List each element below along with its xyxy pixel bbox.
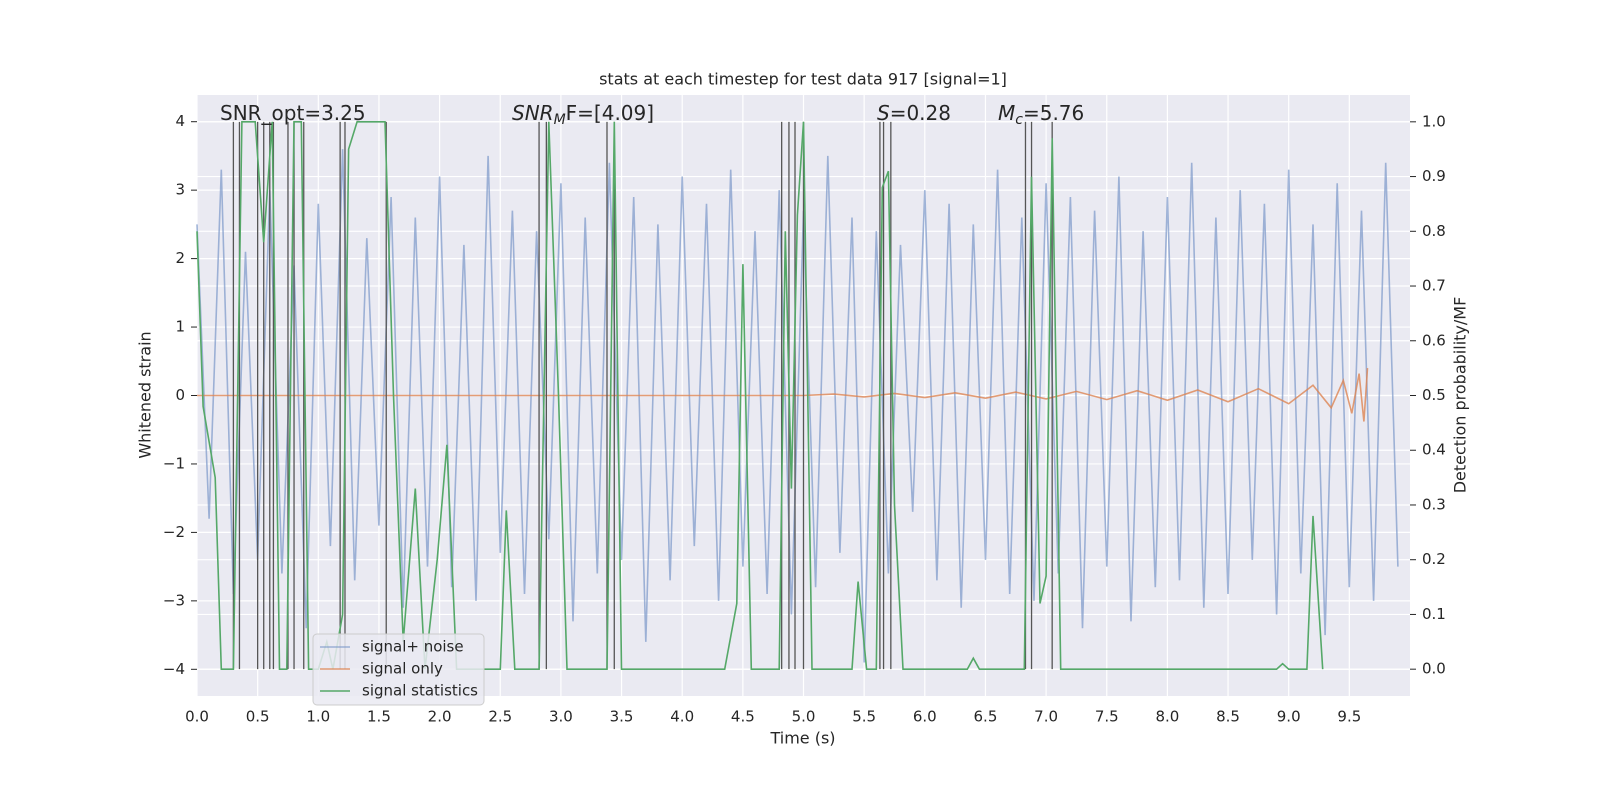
annotation: Mc=5.76 xyxy=(998,101,1084,129)
x-tick-label: 1.5 xyxy=(367,708,391,726)
series-line xyxy=(197,368,1369,422)
y2-tick-label: 0.3 xyxy=(1422,495,1446,513)
y-tick-label: 1 xyxy=(175,318,185,336)
annotation: SNRMF=[4.09] xyxy=(512,101,654,129)
legend-box xyxy=(312,633,485,706)
x-tick-label: 7.5 xyxy=(1095,708,1119,726)
x-tick-label: 5.5 xyxy=(852,708,876,726)
y-tick-label: 0 xyxy=(175,386,185,404)
annotation: SNR_opt=3.25 xyxy=(220,101,366,125)
x-tick-label: 4.5 xyxy=(731,708,755,726)
y-axis-label: Whitened strain xyxy=(136,331,155,458)
legend: signal+ noise signal only signal statistic… xyxy=(312,633,485,706)
y2-tick-label: 0.2 xyxy=(1422,550,1446,568)
y2-tick-label: 1.0 xyxy=(1422,112,1446,130)
series-line xyxy=(196,149,1399,663)
legend-label: signal+ noise xyxy=(362,638,464,656)
x-tick-label: 8.0 xyxy=(1155,708,1179,726)
x-tick-label: 5.0 xyxy=(792,708,816,726)
annotation-subscript: c xyxy=(1015,112,1023,128)
labels: 0.0 0.5 1.0 1.5 2.0 2.5 3.0 3.5 4.0 4.5 5.0 5.5 6.0 6… xyxy=(163,101,1446,726)
y2-tick-label: 0.4 xyxy=(1422,441,1446,459)
y2-tick-label: 0.0 xyxy=(1422,660,1446,678)
annotation-subscript: M xyxy=(554,112,566,128)
annotation: S=0.28 xyxy=(877,101,951,125)
x-tick-label: 7.0 xyxy=(1034,708,1058,726)
chart-title: stats at each timestep for test data 917… xyxy=(599,70,1007,89)
x-tick-label: 2.0 xyxy=(428,708,452,726)
x-tick-label: 6.0 xyxy=(913,708,937,726)
annotation-text: SNR_opt=3.25 xyxy=(220,101,366,125)
x-tick-label: 4.0 xyxy=(670,708,694,726)
x-tick-label: 6.5 xyxy=(974,708,998,726)
y-tick-label: 4 xyxy=(175,112,185,130)
x-tick-label: 3.0 xyxy=(549,708,573,726)
x-tick-label: 1.0 xyxy=(306,708,330,726)
y-tick-label: 3 xyxy=(175,181,185,199)
x-tick-label: 0.0 xyxy=(185,708,209,726)
x-tick-label: 9.5 xyxy=(1337,708,1361,726)
y-tick-label: −3 xyxy=(163,591,185,609)
x-tick-label: 8.5 xyxy=(1216,708,1240,726)
y-tick-label: 2 xyxy=(175,249,185,267)
y2-tick-label: 0.1 xyxy=(1422,605,1446,623)
annotation-rest: =0.28 xyxy=(890,101,951,125)
annotation-text: S xyxy=(877,101,890,125)
marks xyxy=(196,121,1399,670)
legend-label: signal statistics xyxy=(362,682,478,700)
y2-tick-label: 0.5 xyxy=(1422,386,1446,404)
x-tick-label: 2.5 xyxy=(488,708,512,726)
annotation-text: M xyxy=(998,101,1015,125)
y-tick-label: −4 xyxy=(163,660,185,678)
y2-tick-label: 0.6 xyxy=(1422,331,1446,349)
y2-tick-label: 0.8 xyxy=(1422,222,1446,240)
y-tick-label: −1 xyxy=(163,454,185,472)
x-tick-label: 0.5 xyxy=(246,708,270,726)
series-line xyxy=(196,121,1324,670)
annotation-rest: F=[4.09] xyxy=(566,101,654,125)
x-tick-label: 9.0 xyxy=(1277,708,1301,726)
x-tick-label: 3.5 xyxy=(610,708,634,726)
legend-label: signal only xyxy=(362,660,443,678)
x-axis-label: Time (s) xyxy=(769,729,835,748)
y-tick-label: −2 xyxy=(163,523,185,541)
y2-axis-label: Detection probability/MF xyxy=(1451,297,1470,494)
y2-tick-label: 0.7 xyxy=(1422,277,1446,295)
annotation-text: SNR xyxy=(512,101,554,125)
y2-tick-label: 0.9 xyxy=(1422,167,1446,185)
annotation-rest: =5.76 xyxy=(1023,101,1084,125)
